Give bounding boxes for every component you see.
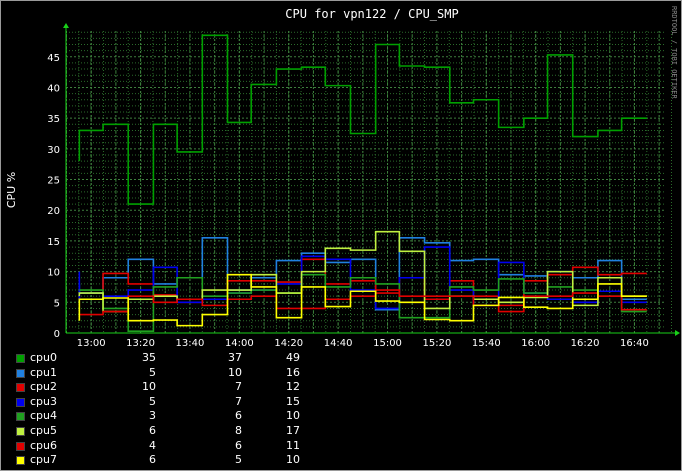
legend-cur-value: 6	[149, 453, 156, 467]
legend-row-cpu6: cpu6 4 6 11	[14, 439, 414, 454]
x-tick-label: 14:40	[324, 338, 353, 349]
y-tick-labels: 0 5 10 15 20 25 30 35 40 45	[47, 53, 60, 340]
chart-grid	[65, 31, 673, 334]
series-line-cpu5	[78, 230, 647, 313]
x-tick-labels: 13:00 13:20 13:40 14:00 14:20 14:40 15:00 15:20…	[77, 338, 649, 349]
chart-axes	[63, 23, 680, 336]
x-tick-label: 15:40	[472, 338, 501, 349]
y-tick-label: 0	[54, 329, 60, 340]
legend-series-name: cpu3	[30, 394, 58, 408]
legend-avg-value: 37	[228, 351, 242, 364]
x-tick-label: 13:40	[176, 338, 205, 349]
legend-series-name: cpu1	[30, 365, 58, 379]
legend-series-name: cpu2	[30, 380, 58, 394]
legend-swatch	[16, 354, 25, 363]
legend: cpu0 35 37 49 cpu1 5 10 16 cpu2 10 7 12 cpu3 5 7 15 cpu4…	[14, 351, 414, 468]
legend-max-value: 11	[286, 438, 300, 452]
legend-max-value: 49	[286, 351, 300, 364]
chart-series	[78, 34, 647, 332]
legend-avg-value: 10	[228, 365, 242, 379]
legend-avg-value: 7	[235, 394, 242, 408]
y-tick-label: 15	[47, 237, 60, 248]
legend-cur-value: 4	[149, 438, 156, 452]
legend-row-cpu7: cpu7 6 5 10	[14, 453, 414, 468]
legend-max-value: 12	[286, 380, 300, 394]
x-tick-label: 13:00	[77, 338, 106, 349]
x-tick-label: 15:00	[373, 338, 402, 349]
y-tick-label: 40	[47, 83, 60, 94]
legend-swatch	[16, 397, 25, 407]
x-tick-label: 13:20	[126, 338, 155, 349]
legend-cur-value: 6	[149, 423, 156, 437]
y-tick-label: 20	[47, 206, 60, 217]
legend-swatch	[16, 383, 25, 393]
y-tick-label: 10	[47, 268, 60, 279]
y-axis-arrow	[63, 23, 69, 28]
legend-cur-value: 10	[142, 380, 156, 394]
x-tick-label: 14:20	[274, 338, 303, 349]
legend-max-value: 10	[286, 453, 300, 467]
x-tick-label: 16:40	[620, 338, 649, 349]
legend-series-name: cpu6	[30, 438, 58, 452]
x-tick-label: 16:00	[521, 338, 550, 349]
x-tick-label: 14:00	[225, 338, 254, 349]
legend-swatch	[16, 368, 25, 378]
y-tick-label: 35	[47, 114, 60, 125]
y-axis-label: CPU %	[5, 172, 18, 208]
legend-max-value: 17	[286, 423, 300, 437]
legend-cur-value: 5	[149, 365, 156, 379]
legend-max-value: 15	[286, 394, 300, 408]
legend-swatch	[16, 426, 25, 436]
y-tick-label: 30	[47, 145, 60, 156]
legend-avg-value: 8	[235, 423, 242, 437]
legend-swatch	[16, 441, 25, 451]
legend-series-name: cpu0	[30, 351, 58, 364]
legend-row-cpu5: cpu5 6 8 17	[14, 424, 414, 439]
chart-title: CPU for vpn122 / CPU_SMP	[285, 7, 458, 21]
y-tick-label: 25	[47, 176, 60, 187]
x-tick-label: 15:20	[422, 338, 451, 349]
legend-row-cpu1: cpu1 5 10 16	[14, 366, 414, 381]
series-line-cpu0	[78, 34, 647, 205]
legend-series-name: cpu4	[30, 409, 58, 423]
y-tick-label: 5	[54, 298, 60, 309]
x-tick-label: 16:20	[571, 338, 600, 349]
legend-row-cpu3: cpu3 5 7 15	[14, 395, 414, 410]
legend-swatch	[16, 456, 25, 466]
legend-swatch	[16, 412, 25, 422]
legend-avg-value: 6	[235, 409, 242, 423]
legend-cur-value: 3	[149, 409, 156, 423]
legend-cur-value: 35	[142, 351, 156, 364]
legend-max-value: 10	[286, 409, 300, 423]
legend-series-name: cpu5	[30, 423, 58, 437]
y-tick-label: 45	[47, 53, 60, 64]
legend-row-cpu0: cpu0 35 37 49	[14, 351, 414, 366]
legend-avg-value: 6	[235, 438, 242, 452]
rrdtool-credit: RRDTOOL / TOBI OETIKER	[670, 6, 678, 100]
legend-series-name: cpu7	[30, 453, 58, 467]
legend-cur-value: 5	[149, 394, 156, 408]
series-line-cpu7	[78, 273, 647, 327]
legend-max-value: 16	[286, 365, 300, 379]
legend-avg-value: 7	[235, 380, 242, 394]
legend-row-cpu4: cpu4 3 6 10	[14, 409, 414, 424]
legend-avg-value: 5	[235, 453, 242, 467]
x-axis-arrow	[675, 330, 680, 336]
legend-row-cpu2: cpu2 10 7 12	[14, 380, 414, 395]
